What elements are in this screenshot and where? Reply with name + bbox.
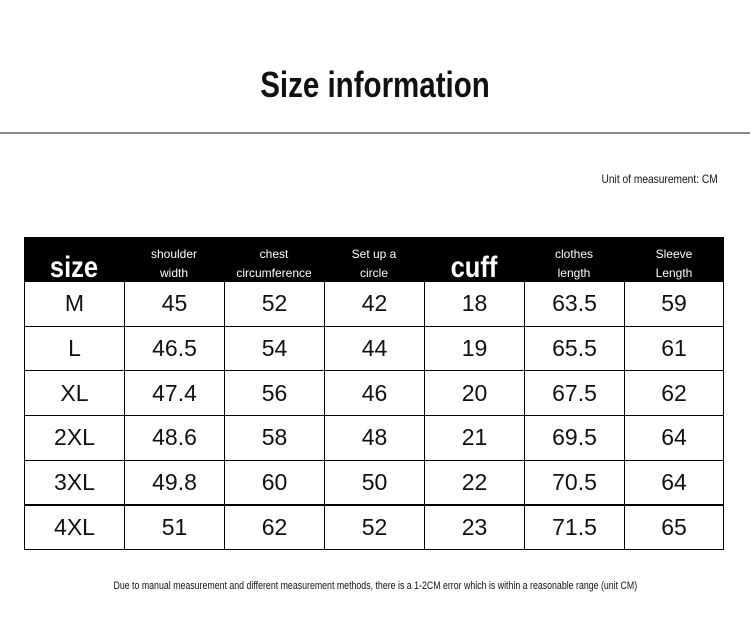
table-cell: 22 [424, 459, 525, 506]
table-cell: 23 [424, 504, 525, 551]
header-text: size [49, 251, 99, 284]
table-cell: 65.5 [524, 325, 625, 372]
header-text: circle [359, 266, 388, 280]
table-cell: 48.6 [124, 415, 225, 461]
table-cell: 59 [624, 281, 724, 327]
table-cell: XL [24, 370, 125, 417]
header-text: shoulder [150, 247, 198, 261]
header-cell: Set up a circle [324, 237, 424, 281]
header-text: circumference [236, 266, 312, 280]
table-cell: 4XL [24, 504, 125, 551]
table-cell: 46.5 [124, 325, 225, 372]
table-cell: 45 [124, 281, 225, 327]
table-cell: 49.8 [124, 459, 225, 506]
title-box: Size information [0, 64, 750, 106]
header-text: chest [259, 247, 289, 261]
table-cell: L [24, 325, 125, 372]
footer-note: Due to manual measurement and different … [113, 580, 637, 592]
table-cell: 60 [224, 459, 325, 506]
unit-note: Unit of measurement: CM [601, 172, 718, 186]
table-cell: 65 [624, 504, 724, 551]
footer-box: Due to manual measurement and different … [0, 576, 750, 594]
table-cell: 58 [224, 415, 325, 461]
size-table: size shoulder width chest circumference Set u… [24, 237, 724, 551]
table-cell: 52 [324, 504, 425, 551]
header-text: length [557, 266, 591, 280]
table-cell: 62 [224, 504, 325, 551]
table-cell: 46 [324, 370, 425, 417]
table-cell: 69.5 [524, 415, 625, 461]
table-cell: 61 [624, 325, 724, 372]
table-cell: 67.5 [524, 370, 625, 417]
table-cell: 64 [624, 459, 724, 506]
table-cell: 19 [424, 325, 525, 372]
table-cell: 51 [124, 504, 225, 551]
header-text: Set up a [351, 247, 397, 261]
header-cell: clothes length [524, 237, 624, 281]
table-cell: M [24, 281, 125, 327]
header-text: Length [655, 266, 693, 280]
header-cell: cuff [424, 237, 524, 284]
title: Size information [260, 64, 490, 105]
table-cell: 3XL [24, 459, 125, 506]
header-text: Sleeve [655, 247, 693, 261]
table-cell: 42 [324, 281, 425, 327]
table-cell: 21 [424, 415, 525, 461]
header-cell: size [24, 237, 124, 284]
header-text: clothes [554, 247, 594, 261]
table-cell: 54 [224, 325, 325, 372]
table-cell: 20 [424, 370, 525, 417]
table-cell: 47.4 [124, 370, 225, 417]
header-text: cuff [450, 251, 498, 284]
header-cell: shoulder width [124, 237, 224, 281]
header-row [24, 237, 724, 281]
table-cell: 63.5 [524, 281, 625, 327]
divider [0, 132, 750, 134]
table-cell: 50 [324, 459, 425, 506]
table-cell: 71.5 [524, 504, 625, 551]
table-cell: 2XL [24, 415, 125, 461]
table-cell: 56 [224, 370, 325, 417]
header-text: width [159, 266, 188, 280]
header-cell: Sleeve Length [624, 237, 724, 281]
table-cell: 62 [624, 370, 724, 417]
table-cell: 70.5 [524, 459, 625, 506]
table-cell: 18 [424, 281, 525, 327]
table-cell: 52 [224, 281, 325, 327]
header-cell: chest circumference [224, 237, 324, 281]
table-cell: 44 [324, 325, 425, 372]
table-cell: 64 [624, 415, 724, 461]
table-cell: 48 [324, 415, 425, 461]
